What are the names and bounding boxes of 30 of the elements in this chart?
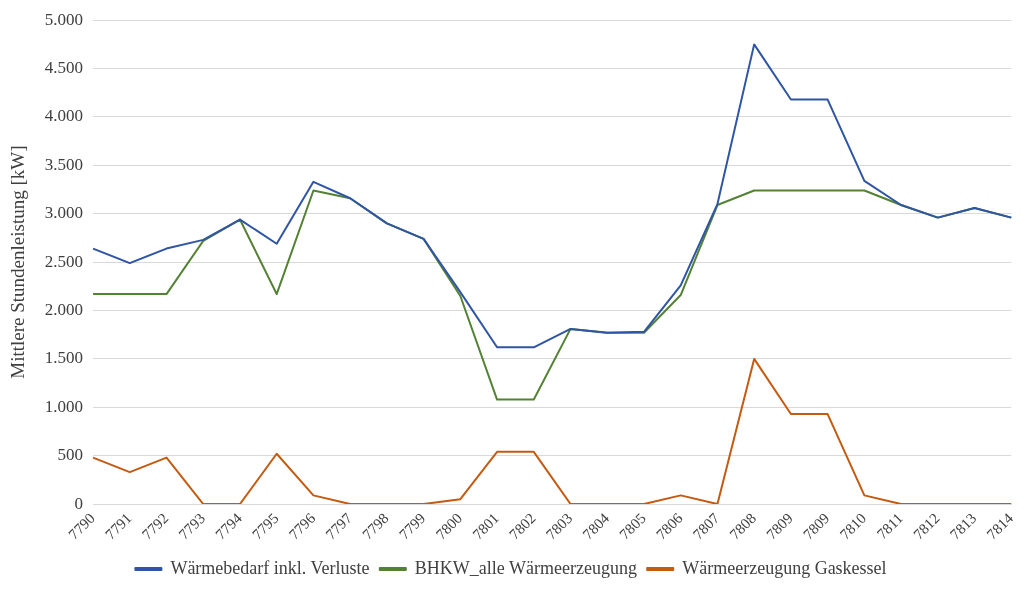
x-tick-label: 7803 (542, 510, 576, 543)
legend-label: Wärmeerzeugung Gaskessel (682, 557, 887, 578)
y-tick-label: 0 (74, 493, 84, 513)
x-tick-label: 7812 (910, 510, 943, 543)
y-tick-label: 3.000 (44, 203, 84, 223)
x-tick-label: 7809 (763, 510, 796, 543)
x-tick-label: 7791 (102, 510, 135, 543)
x-tick-label: 7813 (946, 510, 980, 543)
x-tick-label: 7790 (65, 510, 98, 543)
x-tick-label: 7802 (506, 510, 539, 543)
y-tick-label: 2.000 (44, 299, 84, 319)
x-tick-label: 7810 (836, 510, 870, 543)
x-tick-label: 7799 (395, 510, 429, 543)
y-tick-label: 4.500 (44, 58, 84, 78)
x-tick-label: 7800 (432, 510, 466, 543)
y-tick-label: 3.500 (44, 154, 84, 174)
y-tick-label: 4.000 (44, 106, 84, 126)
y-tick-label: 1.000 (44, 396, 84, 416)
x-tick-label: 7793 (175, 510, 209, 543)
y-axis-title: Mittlere Stundenleistung [kW] (7, 145, 29, 379)
x-tick-label: 7792 (138, 510, 172, 543)
legend-label: Wärmebedarf inkl. Verluste (170, 557, 370, 578)
x-tick-label: 7809 (800, 510, 833, 543)
y-tick-label: 1.500 (44, 348, 84, 368)
x-tick-label: 7801 (469, 510, 502, 543)
y-tick-label: 2.500 (44, 251, 84, 271)
x-tick-label: 7811 (873, 510, 906, 543)
y-tick-label: 500 (57, 445, 84, 465)
legend-label: BHKW_alle Wärmeerzeugung (414, 557, 637, 578)
y-tick-label: 5.000 (44, 9, 84, 29)
